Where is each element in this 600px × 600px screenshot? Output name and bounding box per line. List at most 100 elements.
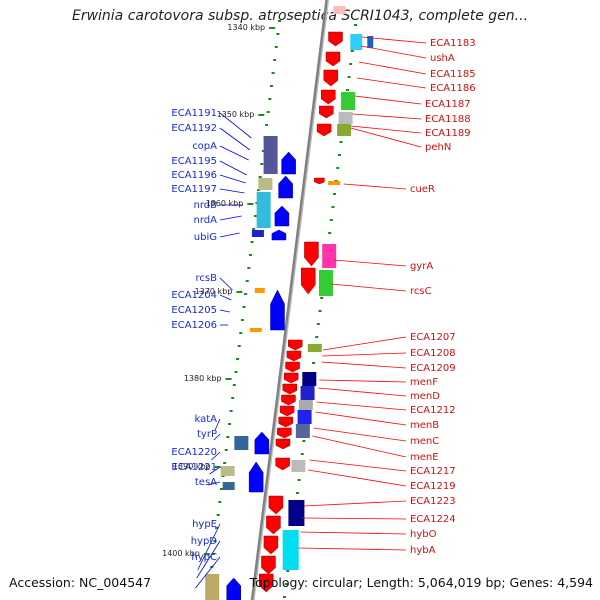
gene-block [295,424,310,438]
gene-label-right: menB [410,420,439,431]
accession-text: Accession: NC_004547 [9,575,152,590]
gene-label-left: ECA1192 [171,123,217,134]
scale-labels: 1340 kbp 1350 kbp 1360 kbp 1370 kbp 1380 kbp… [162,23,276,558]
forward-gene-arrow [283,372,299,384]
forward-gene-arrow [266,515,281,535]
gene-label-right: ECA1217 [410,466,456,477]
gene-block [337,124,352,136]
minor-tick [226,436,230,438]
gene-label-left: ECA1204 [171,290,217,301]
minor-tick [282,596,286,598]
minor-tick [252,228,256,230]
minor-tick [329,219,333,221]
leader-line-left [219,277,233,291]
leader-line-right [360,45,427,59]
leader-line-left [219,215,242,221]
leader-line-left [196,540,221,579]
gene-block [288,500,305,526]
scale-label: 1400 kbp [162,549,200,558]
minor-tick [271,72,275,74]
leader-line-right [302,517,407,520]
leader-line-right [343,183,407,190]
gene-label-right: ECA1187 [425,99,471,110]
major-tick [258,114,265,116]
minor-tick [269,85,273,87]
leader-line-left [219,160,247,176]
scale-label: 1370 kbp [195,287,233,296]
major-tick [269,27,276,29]
gene-label-left: ECA1197 [171,184,217,195]
gene-label-right: ECA1224 [410,514,456,525]
leader-line-right [319,379,407,383]
gene-block [367,36,374,48]
scale-label: 1360 kbp [206,199,244,208]
leader-line-right [312,435,407,458]
leader-line-right [308,469,407,487]
forward-gene-arrow [268,495,284,515]
minor-tick [320,297,324,299]
gene-label-right: ECA1185 [430,69,476,80]
gene-label-left: nrdB [194,200,218,211]
forward-gene-arrow [275,457,290,471]
minor-tick [297,479,301,481]
minor-tick [274,46,278,48]
gene-block [297,410,312,424]
gene-label-right: ushA [430,53,455,64]
leader-line-right [322,352,407,357]
gene-block [251,230,264,237]
reverse-gene-arrow [281,151,296,175]
gene-label-left: ECA1191 [171,108,217,119]
gene-block [318,270,333,296]
minor-tick [219,488,223,490]
leader-line-left [211,451,221,461]
minor-tick [350,50,354,52]
gene-label-right: ECA1207 [410,332,456,343]
major-tick [214,466,221,468]
minor-tick [244,293,248,295]
leader-line-left [195,556,221,589]
gene-block [254,288,265,293]
minor-tick [328,232,332,234]
reverse-gene-arrow [271,229,287,241]
gene-label-left: ECA1220 [171,447,217,458]
forward-gene-arrow [321,89,336,105]
reverse-gene-arrow [254,431,270,455]
leader-line-right [331,283,407,292]
forward-gene-arrow [328,31,343,47]
gene-label-left: tesA [195,477,217,488]
leader-line-right [350,125,422,134]
gene-block [298,400,313,410]
gene-label-left: hypD [191,536,218,547]
minor-tick [236,358,240,360]
gene-label-left: tyrP [197,429,217,440]
forward-gene-arrow [323,69,339,87]
reverse-gene-arrow [278,175,293,199]
forward-gene-arrow [258,573,274,593]
gene-label-right: ECA1209 [410,363,456,374]
minor-tick [286,570,290,572]
leader-line-right [303,500,407,507]
forward-gene-arrow [261,555,276,575]
scale-label: 1340 kbp [227,23,265,32]
forward-gene-arrow [282,383,298,395]
gene-block [258,178,273,190]
minor-tick [318,310,322,312]
leader-line-right [354,95,422,105]
leader-line-right [358,61,427,75]
gene-label-left: nrdA [194,215,218,226]
gene-block [328,181,341,185]
leader-line-right [322,336,407,351]
gene-label-left: ECA1195 [171,156,217,167]
minor-tick [213,540,217,542]
gene-label-left: hypC [191,552,217,563]
gene-label-right: menC [410,436,439,447]
gene-label-right: ECA1189 [425,128,471,139]
forward-gene-arrow [263,535,279,555]
minor-tick [239,332,243,334]
forward-gene-arrow [288,339,303,351]
scale-label: 1380 kbp [184,374,222,383]
leader-line-right [315,411,407,426]
gene-label-right: menD [410,391,440,402]
forward-gene-arrow [286,350,302,362]
